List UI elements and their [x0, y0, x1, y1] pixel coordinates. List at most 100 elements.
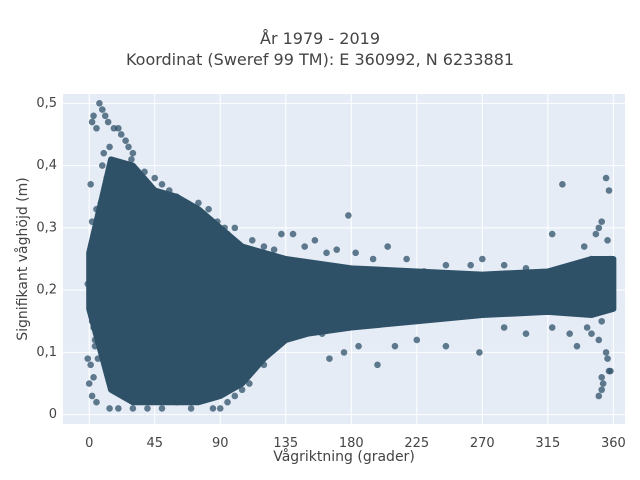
data-point [318, 330, 326, 338]
data-point [99, 162, 106, 169]
data-point [101, 112, 109, 120]
data-point [413, 336, 421, 344]
data-point [221, 224, 228, 232]
data-point [91, 336, 99, 344]
data-point [248, 237, 256, 244]
data-point [84, 280, 92, 288]
data-point [128, 156, 135, 163]
data-point [94, 330, 102, 338]
data-point [592, 230, 600, 238]
data-point [84, 355, 92, 362]
x-tick-label: 360 [601, 436, 626, 451]
data-point [165, 187, 173, 194]
data-point [595, 224, 603, 232]
data-point [151, 174, 159, 182]
data-point [205, 205, 212, 213]
data-point [548, 324, 556, 331]
data-points [84, 100, 614, 412]
data-point [90, 374, 97, 381]
data-point [355, 342, 362, 350]
data-cloud [86, 156, 617, 406]
data-point [260, 243, 268, 250]
data-point [323, 249, 330, 257]
data-point [87, 180, 94, 188]
data-point [93, 124, 100, 132]
data-point [90, 324, 97, 331]
data-point [522, 330, 530, 338]
data-point [442, 342, 450, 350]
data-point [106, 143, 113, 151]
data-point [88, 218, 96, 225]
data-point [420, 268, 428, 275]
data-point [595, 392, 603, 400]
data-point [158, 180, 166, 188]
data-point [115, 124, 122, 132]
y-tick-label: 0,4 [36, 158, 57, 173]
data-point [270, 246, 278, 253]
data-point [384, 243, 391, 250]
data-point [479, 255, 486, 263]
chart-subtitle: Koordinat (Sweref 99 TM): E 360992, N 62… [125, 50, 515, 69]
data-point [580, 243, 588, 250]
data-point [311, 237, 319, 244]
x-tick-label: 0 [85, 436, 93, 451]
x-tick-label: 180 [339, 436, 364, 451]
data-point [605, 187, 613, 194]
data-point [99, 218, 106, 225]
data-point [260, 361, 268, 369]
data-point [214, 218, 221, 225]
data-point [88, 118, 96, 126]
data-point [391, 342, 399, 350]
data-point [301, 243, 308, 250]
data-point [97, 199, 105, 207]
data-point [307, 317, 314, 325]
data-point [352, 249, 359, 257]
y-tick-label: 0,3 [36, 220, 57, 235]
data-point [575, 261, 582, 269]
data-point [588, 330, 595, 338]
y-tick-label: 0,2 [36, 283, 57, 298]
data-point [106, 405, 113, 412]
x-axis-ticks: 0 45 90 135 180 225 270 315 360 [85, 436, 626, 451]
data-point [559, 180, 566, 188]
data-point [90, 112, 97, 120]
y-tick-label: 0,5 [36, 96, 57, 111]
data-point [224, 398, 231, 406]
data-point [216, 405, 224, 412]
y-axis-title: Signifikant våghöjd (m) [14, 177, 31, 340]
data-point [326, 355, 333, 362]
data-point [238, 386, 246, 394]
data-point [93, 398, 100, 406]
data-point [586, 268, 594, 275]
data-point [85, 380, 93, 387]
data-point [96, 100, 103, 107]
data-point [129, 405, 137, 412]
data-point [583, 324, 591, 331]
data-point [100, 149, 108, 157]
data-point [595, 336, 603, 344]
data-point [289, 230, 297, 238]
data-point [103, 174, 110, 182]
data-point [96, 224, 103, 232]
data-point [607, 367, 614, 375]
data-point [93, 205, 100, 213]
data-point [500, 324, 508, 331]
data-point [246, 380, 253, 387]
data-point [141, 168, 148, 176]
data-point [278, 230, 285, 238]
data-point [224, 230, 231, 238]
data-point [88, 392, 96, 400]
data-point [122, 137, 129, 144]
data-point [522, 265, 530, 272]
x-tick-label: 135 [273, 436, 298, 451]
y-tick-label: 0 [49, 407, 57, 422]
data-point [87, 361, 94, 369]
data-point [598, 386, 606, 394]
data-point [88, 317, 96, 325]
y-axis-ticks: 0 0,1 0,2 0,3 0,4 0,5 [36, 96, 57, 422]
data-point [573, 342, 581, 350]
data-point [345, 212, 352, 219]
data-point [566, 330, 573, 338]
data-point [187, 405, 195, 412]
